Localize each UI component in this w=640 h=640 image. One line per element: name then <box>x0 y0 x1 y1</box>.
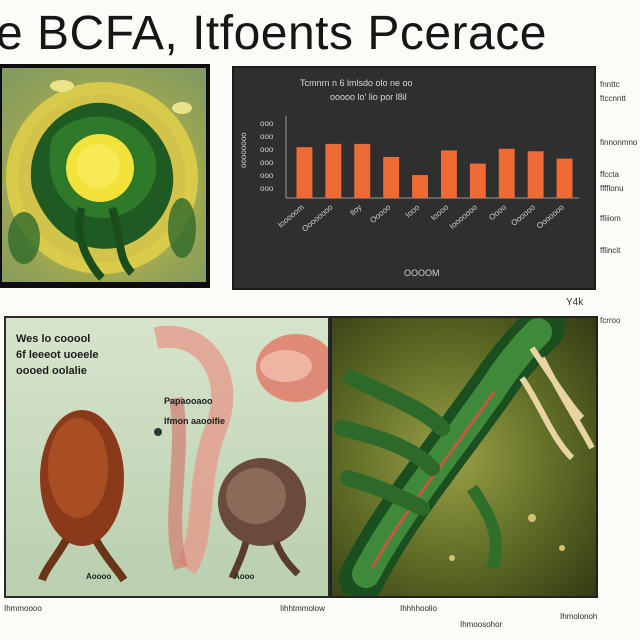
y-tick-label-3: ooo <box>260 145 274 154</box>
bar-8 <box>498 148 515 198</box>
bar-10 <box>556 158 573 198</box>
chart-caption-1: Tcmnrn n 6 lmlsdo olo ne oo <box>300 78 413 88</box>
y-axis-label: oooooooo <box>239 132 248 168</box>
green-organ-illustration <box>334 318 595 596</box>
x-tick-label-8: Oooo <box>487 202 508 222</box>
bar-9 <box>527 151 544 198</box>
x-tick-label-3: Iloy <box>348 203 363 218</box>
right-note-5: fffflonu <box>600 184 624 193</box>
y-tick-label-1: ooo <box>260 119 274 128</box>
right-note-7: fflincit <box>600 246 621 255</box>
panel3-label-left: Aoooo <box>86 572 112 581</box>
bar-7 <box>469 163 486 198</box>
x-axis-title: OOOOM <box>404 268 440 278</box>
x-tick-label-10: Ooooooo <box>535 202 566 230</box>
side-mark: Y4k <box>566 297 584 308</box>
bar-2 <box>325 143 342 198</box>
footer-note-4: Ihmoosohor <box>460 620 503 629</box>
bar-5 <box>412 175 428 198</box>
bar-6 <box>441 150 457 198</box>
page-title: e BCFA, Itfoents Pcerace <box>0 7 547 60</box>
right-note-2: ftccnntt <box>600 94 626 103</box>
x-tick-label-4: Ooooo <box>368 202 393 225</box>
bar-4 <box>383 157 400 198</box>
x-tick-label-7: Iooooooo <box>448 202 480 231</box>
right-note-3: finnonmno <box>600 138 638 147</box>
x-tick-label-5: Iooo <box>404 202 422 219</box>
right-note-4: ffccta <box>600 170 619 179</box>
bar-chart-panel: Tcmnrn n 6 lmlsdo olo ne oo ooooo lo' li… <box>232 66 596 290</box>
panel3-label-right: Aooo <box>234 572 255 581</box>
x-tick-label-2: Oooooooo <box>300 202 335 233</box>
panel3-heading-1: Wes lo cooool <box>16 333 91 345</box>
y-tick-label-5: ooo <box>260 171 274 180</box>
chart-caption-2: ooooo lo' lio por l8il <box>330 92 407 102</box>
panel3-annotation-2: Ifmon aaooifie <box>164 416 226 426</box>
panel3-annotation-1: Papaooaoo <box>164 396 213 406</box>
y-tick-label-6: ooo <box>260 184 274 193</box>
panel3-heading-2: 6f leeeot uoeele <box>16 349 99 361</box>
x-tick-label-9: Oooooo <box>509 202 537 228</box>
organs-panel: Wes lo cooool 6f leeeot uoeele oooed ool… <box>4 316 330 598</box>
green-organ-panel <box>330 316 598 598</box>
bar-chart: Tcmnrn n 6 lmlsdo olo ne oo ooooo lo' li… <box>239 78 579 278</box>
footer-note-5: Ihmolonoh <box>560 612 598 621</box>
footer-note-1: Ihmmoooo <box>4 604 42 613</box>
y-tick-label-2: ooo <box>260 132 274 141</box>
bar-1 <box>296 147 313 198</box>
right-note-8: fcrroo <box>600 316 621 325</box>
right-note-6: ffiiiom <box>600 214 621 223</box>
bar-3 <box>354 143 371 198</box>
right-note-1: fnnttc <box>600 80 620 89</box>
x-tick-label-6: Ioooo <box>429 202 451 222</box>
y-tick-label-4: ooo <box>260 158 274 167</box>
organ-illustration-panel <box>0 64 210 288</box>
organs-illustration <box>38 325 328 583</box>
organ-illustration <box>6 80 198 281</box>
footer-note-3: Ihhhhoolio <box>400 604 437 613</box>
panel3-heading-3: oooed oolalie <box>16 365 87 377</box>
footer-note-2: Iihhtmmolow <box>280 604 325 613</box>
